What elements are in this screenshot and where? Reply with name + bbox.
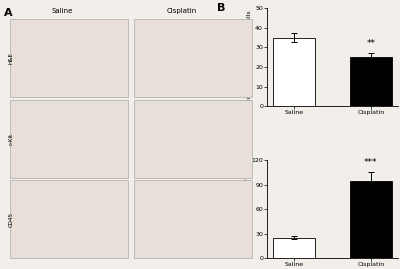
- Text: B: B: [218, 3, 226, 13]
- Text: C: C: [218, 155, 226, 165]
- Text: H&E: H&E: [9, 52, 14, 64]
- Bar: [350, 57, 392, 106]
- Y-axis label: Number of CD45 Positive Cells: Number of CD45 Positive Cells: [244, 161, 248, 257]
- Bar: [350, 180, 392, 258]
- Text: Saline: Saline: [51, 8, 73, 14]
- Text: CD45: CD45: [9, 212, 14, 227]
- Bar: [273, 37, 315, 106]
- Text: Cisplatin: Cisplatin: [167, 8, 197, 14]
- Text: A: A: [4, 8, 13, 18]
- Text: c-Kit: c-Kit: [9, 132, 14, 145]
- Text: ***: ***: [364, 158, 378, 167]
- Text: **: **: [366, 39, 376, 48]
- Bar: [273, 238, 315, 258]
- Y-axis label: Number of c-Kit Positive Cells: Number of c-Kit Positive Cells: [247, 11, 252, 104]
